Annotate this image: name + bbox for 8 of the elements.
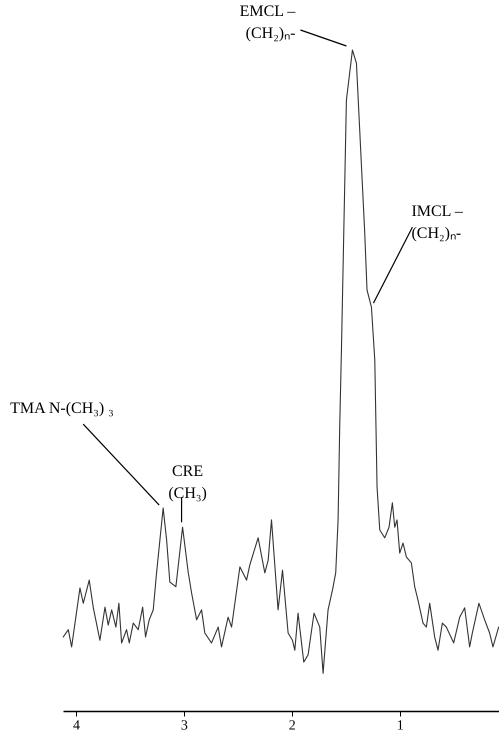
annotation: CRE (CH₃)	[168, 463, 207, 502]
annotation: EMCL – (CH₂)ₙ-	[240, 3, 296, 42]
x-tick-label: 4	[72, 718, 80, 734]
x-tick-label: 1	[396, 718, 404, 734]
x-tick-label: 2	[288, 718, 296, 734]
x-tick-label: 3	[180, 718, 188, 734]
annotation: TMA N-(CH₃) ₃	[10, 400, 114, 418]
annotation: IMCL – (CH₂)ₙ-	[411, 203, 464, 242]
